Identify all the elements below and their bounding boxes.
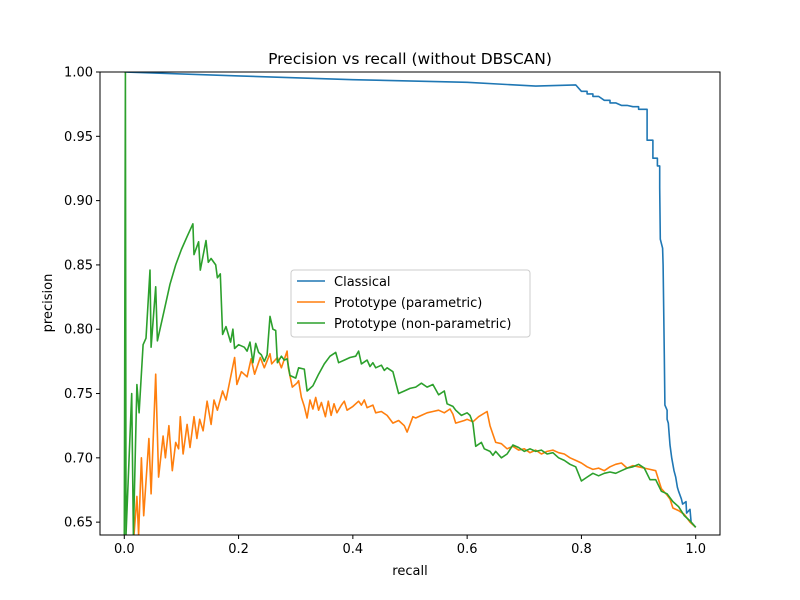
chart-title: Precision vs recall (without DBSCAN) <box>268 50 552 68</box>
legend-label-prototype-parametric: Prototype (parametric) <box>334 296 482 311</box>
legend: Classical Prototype (parametric) Prototy… <box>290 269 531 338</box>
y-axis-label: precision <box>41 274 56 333</box>
series-layer <box>123 72 697 535</box>
y-tick-label: 0.95 <box>64 130 93 145</box>
y-tick-label: 1.00 <box>64 66 93 81</box>
y-tick-label: 0.80 <box>64 323 93 338</box>
legend-label-classical: Classical <box>334 275 391 290</box>
series-line-classical <box>124 72 697 528</box>
legend-box <box>290 269 531 338</box>
x-tick-label: 0.6 <box>457 542 478 557</box>
x-tick-label: 0.8 <box>571 542 592 557</box>
x-axis-ticks: 0.0 0.2 0.4 0.6 0.8 1.0 <box>114 535 706 557</box>
plot-frame <box>99 71 721 536</box>
y-tick-label: 0.65 <box>64 516 93 531</box>
y-tick-label: 0.90 <box>64 194 93 209</box>
series-line-prototype-parametric <box>133 350 697 535</box>
x-tick-label: 1.0 <box>685 542 706 557</box>
y-tick-label: 0.75 <box>64 387 93 402</box>
y-tick-label: 0.70 <box>64 451 93 466</box>
x-tick-label: 0.2 <box>228 542 249 557</box>
x-axis-label: recall <box>392 564 427 579</box>
series-line-prototype-non-parametric <box>123 72 697 535</box>
y-tick-label: 0.85 <box>64 258 93 273</box>
x-tick-label: 0.0 <box>114 542 135 557</box>
y-axis-ticks: 0.65 0.70 0.75 0.80 0.85 0.90 0.95 1.00 <box>64 66 100 531</box>
legend-label-prototype-non-parametric: Prototype (non-parametric) <box>334 317 512 332</box>
x-tick-label: 0.4 <box>343 542 364 557</box>
